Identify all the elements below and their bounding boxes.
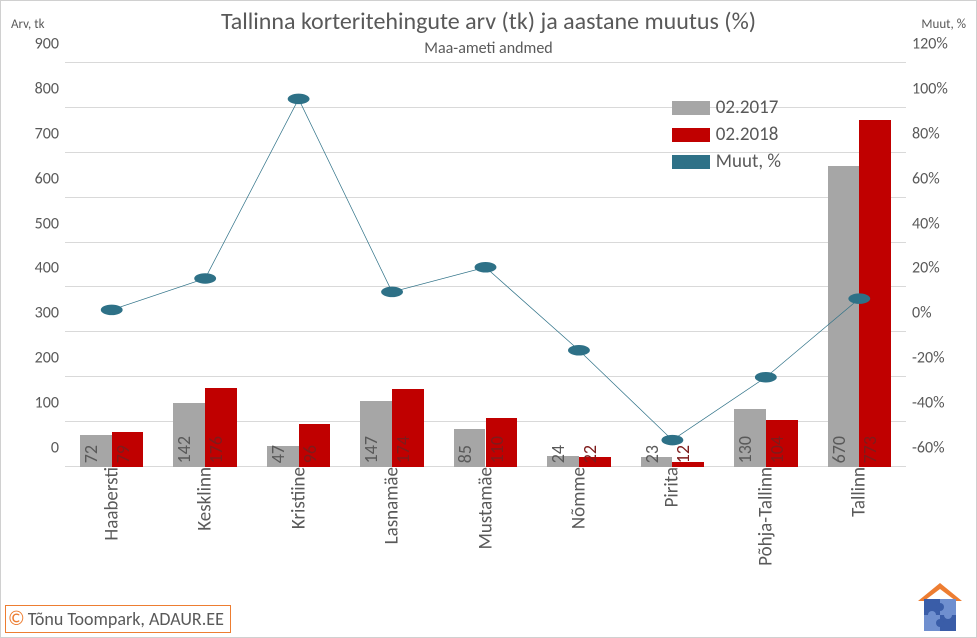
y1-tick: 600 xyxy=(35,169,59,188)
line-marker xyxy=(570,346,589,355)
y1-tick: 700 xyxy=(35,124,59,143)
chart-title: Tallinna korteritehingute arv (tk) ja aa… xyxy=(1,7,976,36)
y1-tick: 100 xyxy=(35,394,59,413)
legend-item: 02.2018 xyxy=(672,123,781,146)
chart-container: Arv, tk Muut, % Tallinna korteritehingut… xyxy=(0,0,977,638)
y2-tick: 80% xyxy=(912,124,940,143)
y2-tick: 120% xyxy=(912,35,948,54)
brand-logo xyxy=(910,575,970,631)
legend-label: Muut, % xyxy=(716,150,781,173)
legend-label: 02.2017 xyxy=(716,96,779,119)
y2-tick: -60% xyxy=(912,439,945,458)
legend-swatch xyxy=(672,101,710,115)
y1-tick: 0 xyxy=(51,439,59,458)
line-marker xyxy=(850,294,869,303)
y2-tick: -40% xyxy=(912,394,945,413)
legend-line-icon xyxy=(672,155,710,169)
line-marker xyxy=(196,274,215,283)
chart-subtitle: Maa-ameti andmed xyxy=(1,39,976,58)
line-marker xyxy=(289,94,308,103)
line-marker xyxy=(663,436,682,445)
y2-tick: 20% xyxy=(912,259,940,278)
attribution-text: Tõnu Toompark, ADAUR.EE xyxy=(28,608,224,630)
y2-tick: 40% xyxy=(912,214,940,233)
y1-tick: 300 xyxy=(35,304,59,323)
copyright-icon: © xyxy=(8,607,25,631)
x-category-label: Nõmme xyxy=(567,467,590,529)
x-category-label: Pirita xyxy=(661,467,684,507)
x-category-label: Mustamäe xyxy=(474,467,497,549)
line-marker xyxy=(383,287,402,296)
x-category-label: Tallinn xyxy=(848,467,871,517)
y1-tick: 800 xyxy=(35,79,59,98)
x-category-label: Kesklinn xyxy=(194,467,217,531)
y2-tick: 0% xyxy=(912,304,932,323)
legend-label: 02.2018 xyxy=(716,123,779,146)
legend-swatch xyxy=(672,128,710,142)
x-category-label: Põhja-Tallinn xyxy=(754,467,777,566)
line-marker xyxy=(757,373,776,382)
legend: 02.2017 02.2018 Muut, % xyxy=(672,96,781,177)
x-category-label: Kristiine xyxy=(287,467,310,529)
x-category-label: Haabersti xyxy=(100,467,123,541)
attribution-footer: © Tõnu Toompark, ADAUR.EE xyxy=(5,605,231,633)
y1-tick: 200 xyxy=(35,349,59,368)
line-marker xyxy=(476,263,495,272)
y2-tick: -20% xyxy=(912,349,945,368)
x-category-label: Lasnamäe xyxy=(381,467,404,544)
x-axis-labels: Haabersti Kesklinn Kristiine Lasnamäe Mustam… xyxy=(65,467,906,605)
legend-item: Muut, % xyxy=(672,150,781,173)
legend-item: 02.2017 xyxy=(672,96,781,119)
y1-tick: 500 xyxy=(35,214,59,233)
line-marker xyxy=(102,305,121,314)
y2-tick: 100% xyxy=(912,79,948,98)
y2-tick: 60% xyxy=(912,169,940,188)
y1-tick: 900 xyxy=(35,35,59,54)
y1-tick: 400 xyxy=(35,259,59,278)
